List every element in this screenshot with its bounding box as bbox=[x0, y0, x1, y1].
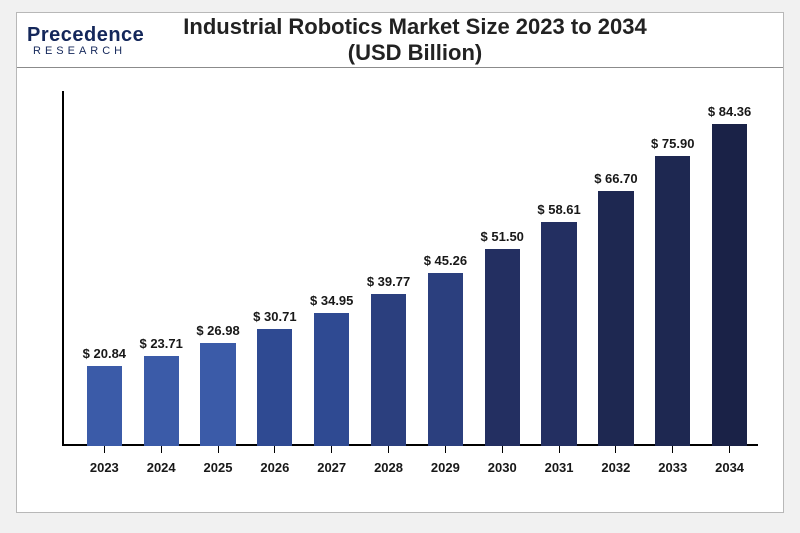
bar-value-label: $ 66.70 bbox=[594, 171, 637, 186]
bar: $ 26.98 bbox=[200, 323, 235, 446]
bar-rect bbox=[598, 191, 633, 446]
bar: $ 39.77 bbox=[371, 274, 406, 446]
brand-name: Precedence bbox=[27, 24, 157, 47]
bar: $ 30.71 bbox=[257, 309, 292, 446]
x-axis-label: 2033 bbox=[658, 460, 687, 475]
x-axis-label: 2032 bbox=[601, 460, 630, 475]
chart-area: $ 20.84 $ 23.71 $ 26.98 $ 30.71 $ 34.95 $ 39.… bbox=[62, 91, 758, 478]
bar: $ 75.90 bbox=[655, 136, 690, 446]
x-axis-label: 2028 bbox=[374, 460, 403, 475]
bar-value-label: $ 51.50 bbox=[481, 229, 524, 244]
chart-card: Precedence RESEARCH Industrial Robotics … bbox=[16, 12, 784, 513]
bar-value-label: $ 20.84 bbox=[83, 346, 126, 361]
bar-value-label: $ 23.71 bbox=[139, 336, 182, 351]
bar: $ 84.36 bbox=[712, 104, 747, 446]
bar: $ 58.61 bbox=[541, 202, 576, 446]
bar-rect bbox=[314, 313, 349, 446]
bar-rect bbox=[485, 249, 520, 446]
bar-rect bbox=[200, 343, 235, 446]
bar: $ 51.50 bbox=[485, 229, 520, 446]
chart-title: Industrial Robotics Market Size 2023 to … bbox=[157, 14, 783, 66]
x-axis-label: 2025 bbox=[204, 460, 233, 475]
bar-rect bbox=[87, 366, 122, 446]
bar-rect bbox=[144, 356, 179, 447]
header: Precedence RESEARCH Industrial Robotics … bbox=[17, 13, 783, 68]
bar: $ 66.70 bbox=[598, 171, 633, 446]
bar-rect bbox=[655, 156, 690, 446]
bar-value-label: $ 84.36 bbox=[708, 104, 751, 119]
bar-value-label: $ 45.26 bbox=[424, 253, 467, 268]
x-axis-label: 2031 bbox=[545, 460, 574, 475]
bar-value-label: $ 26.98 bbox=[196, 323, 239, 338]
x-axis-label: 2024 bbox=[147, 460, 176, 475]
x-axis-label: 2034 bbox=[715, 460, 744, 475]
x-axis-label: 2026 bbox=[260, 460, 289, 475]
bar-rect bbox=[428, 273, 463, 446]
x-axis-label: 2029 bbox=[431, 460, 460, 475]
bar-rect bbox=[712, 124, 747, 446]
bar: $ 23.71 bbox=[144, 336, 179, 447]
x-axis-labels: 2023 2024 2025 2026 2027 2028 2029 2030 2031 2032… bbox=[62, 452, 758, 478]
plot-area: $ 20.84 $ 23.71 $ 26.98 $ 30.71 $ 34.95 $ 39.… bbox=[62, 91, 758, 446]
bar-value-label: $ 58.61 bbox=[537, 202, 580, 217]
bar: $ 34.95 bbox=[314, 293, 349, 446]
x-axis-label: 2023 bbox=[90, 460, 119, 475]
bar-value-label: $ 34.95 bbox=[310, 293, 353, 308]
bars-container: $ 20.84 $ 23.71 $ 26.98 $ 30.71 $ 34.95 $ 39.… bbox=[62, 91, 758, 446]
bar: $ 20.84 bbox=[87, 346, 122, 446]
bar-rect bbox=[257, 329, 292, 446]
bar-value-label: $ 30.71 bbox=[253, 309, 296, 324]
bar-rect bbox=[371, 294, 406, 446]
bar-value-label: $ 75.90 bbox=[651, 136, 694, 151]
brand-logo: Precedence RESEARCH bbox=[17, 24, 157, 57]
bar-rect bbox=[541, 222, 576, 446]
x-axis-label: 2027 bbox=[317, 460, 346, 475]
page-root: Precedence RESEARCH Industrial Robotics … bbox=[0, 0, 800, 533]
x-axis-label: 2030 bbox=[488, 460, 517, 475]
bar: $ 45.26 bbox=[428, 253, 463, 446]
bar-value-label: $ 39.77 bbox=[367, 274, 410, 289]
